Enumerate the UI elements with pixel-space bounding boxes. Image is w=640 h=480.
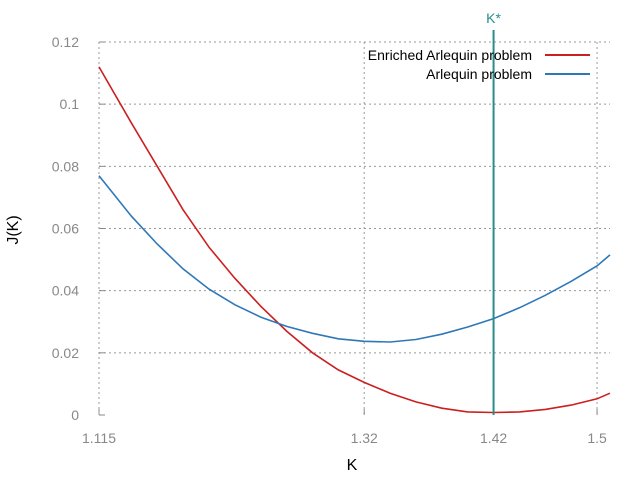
y-tick-label: 0.02 bbox=[52, 345, 79, 361]
y-tick-label: 0.12 bbox=[52, 34, 79, 50]
legend: Enriched Arlequin problem Arlequin proble… bbox=[368, 47, 590, 82]
y-tick-label: 0.08 bbox=[52, 158, 79, 174]
y-tick-label: 0.04 bbox=[52, 283, 79, 299]
axes: 0 0.02 0.04 0.06 0.08 0.1 0.12 1.115 1.32 1.42 1.5 bbox=[52, 34, 607, 446]
k-star-label: K* bbox=[486, 10, 501, 26]
series-layer bbox=[98, 66, 611, 414]
x-tick-label: 1.5 bbox=[587, 430, 607, 446]
grid bbox=[99, 41, 610, 415]
annotation-layer: K* bbox=[486, 10, 502, 415]
y-tick-label: 0.1 bbox=[60, 96, 80, 112]
x-tick-label: 1.32 bbox=[351, 430, 378, 446]
x-tick-label: 1.42 bbox=[480, 430, 507, 446]
y-tick-label: 0 bbox=[71, 407, 79, 423]
x-axis-title: K bbox=[347, 457, 358, 474]
legend-label: Arlequin problem bbox=[426, 66, 532, 82]
series-line-arlequin bbox=[98, 175, 611, 343]
legend-label: Enriched Arlequin problem bbox=[368, 47, 532, 63]
y-tick-label: 0.06 bbox=[52, 221, 79, 237]
x-tick-label: 1.115 bbox=[82, 430, 116, 446]
y-axis-title: J(K) bbox=[5, 215, 22, 244]
series-line-enriched-arlequin bbox=[98, 66, 611, 414]
